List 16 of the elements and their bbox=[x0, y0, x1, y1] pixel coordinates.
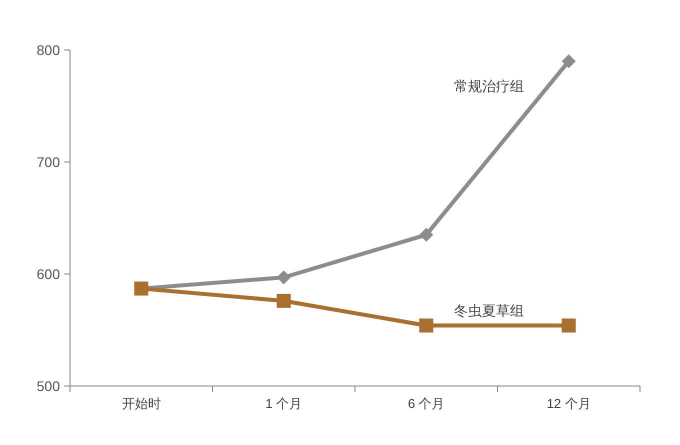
point bbox=[562, 318, 576, 333]
point bbox=[562, 54, 576, 68]
point bbox=[276, 294, 291, 308]
y-tick-label: 700 bbox=[36, 154, 60, 170]
x-tick-label: 1 个月 bbox=[265, 396, 302, 411]
point bbox=[419, 318, 434, 333]
y-tick-label: 800 bbox=[36, 42, 60, 58]
x-tick-label: 6 个月 bbox=[408, 396, 445, 411]
point bbox=[419, 228, 434, 242]
point bbox=[276, 270, 291, 284]
series-label: 冬虫夏草组 bbox=[454, 302, 524, 319]
x-tick-label: 开始时 bbox=[122, 396, 161, 411]
series-label: 常规治疗组 bbox=[454, 78, 524, 94]
x-tick-label: 12 个月 bbox=[546, 396, 591, 411]
y-tick-label: 600 bbox=[36, 266, 60, 282]
y-tick-label: 500 bbox=[36, 378, 60, 394]
